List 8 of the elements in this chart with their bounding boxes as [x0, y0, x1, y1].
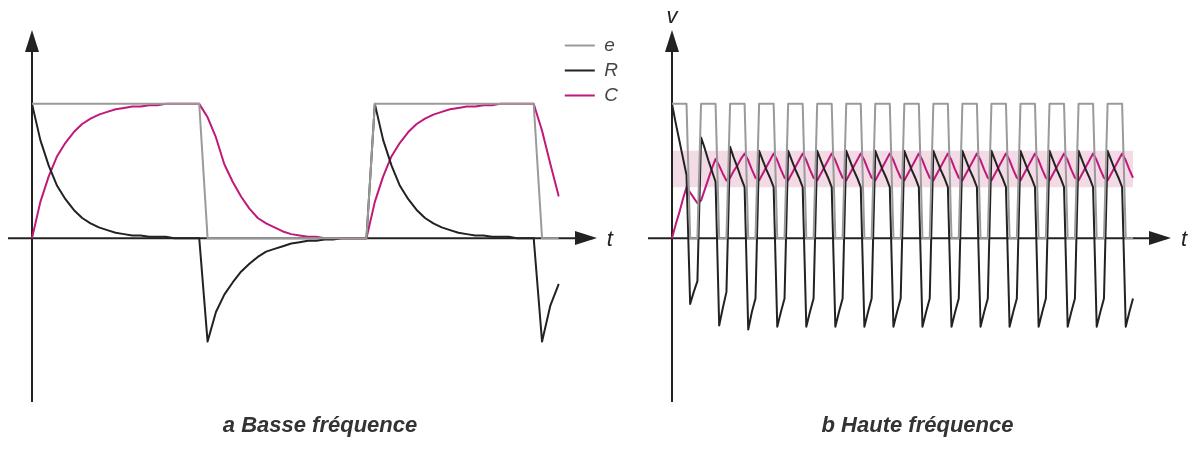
y-axis-title: v	[666, 3, 680, 29]
x-axis-title: t	[606, 226, 614, 252]
text: b Haute fréquence	[820, 412, 1015, 438]
legend-label: C	[604, 83, 619, 105]
legend-label: e	[604, 33, 615, 55]
text: a Basse fréquence	[221, 412, 419, 438]
legend-label: R	[604, 58, 619, 80]
x-axis-title: t	[1181, 226, 1188, 252]
